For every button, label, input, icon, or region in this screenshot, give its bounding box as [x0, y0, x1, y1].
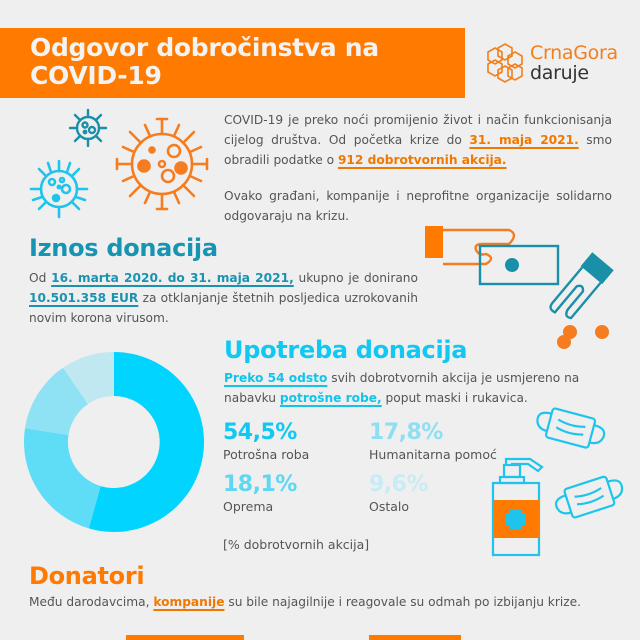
- donut-segment-ostalo: [63, 351, 114, 404]
- hands-money-icon: [425, 226, 614, 339]
- highlight-companies: kompanije: [153, 595, 225, 609]
- highlight-actions-count: 912 dobrotvornih akcija.: [337, 153, 507, 167]
- face-mask-icon: [536, 407, 606, 449]
- highlight-consumables: potrošne robe,: [279, 391, 382, 405]
- bar-chart-bar: [369, 635, 461, 640]
- chart-unit-note: [% dobrotvornih akcija]: [223, 537, 370, 552]
- stat-ostalo: 9,6% Ostalo: [369, 472, 429, 514]
- title-line-2: COVID-19: [30, 61, 162, 90]
- logo-text-crnagora: CrnaGora: [530, 42, 618, 64]
- face-mask-icon: [554, 475, 624, 519]
- hand-sanitizer-icon: [491, 457, 544, 557]
- intro-paragraph-2: Ovako građani, kompanije i neprofitne or…: [224, 189, 612, 223]
- highlight-total-amount: 10.501.358 EUR: [29, 291, 139, 305]
- section-heading-iznos: Iznos donacija: [29, 234, 218, 262]
- donut-segment-potrosna-roba: [88, 352, 205, 532]
- stat-potrosna-roba: 54,5% Potrošna roba: [223, 420, 310, 462]
- title-line-1: Odgovor dobročinstva na: [30, 33, 379, 62]
- iznos-paragraph: Od 16. marta 2020. do 31. maja 2021, uku…: [29, 271, 418, 325]
- hexagon-flower-logo-icon: [487, 43, 523, 83]
- logo-text-daruje: daruje: [530, 62, 589, 84]
- page-title: Odgovor dobročinstva na COVID-19: [30, 34, 450, 90]
- donut-segment-humanitarna-pomoc: [25, 367, 88, 435]
- bar-chart-bar: [126, 635, 244, 640]
- stat-humanitarna-pomoc: 17,8% Humanitarna pomoć: [369, 420, 497, 462]
- donatori-paragraph: Među darodavcima, kompanije su bile naja…: [29, 595, 582, 609]
- large-orange-virus-icon: [115, 117, 209, 211]
- highlight-percent: Preko 54 odsto: [224, 371, 328, 385]
- highlight-period: 16. marta 2020. do 31. maja 2021,: [51, 271, 294, 285]
- donut-chart: [23, 351, 205, 532]
- section-heading-upotreba: Upotreba donacija: [224, 336, 468, 364]
- title-banner: [0, 28, 465, 98]
- small-cyan-virus-icon: [29, 159, 89, 219]
- intro-paragraph: COVID-19 je preko noći promijenio život …: [224, 113, 612, 167]
- stat-oprema: 18,1% Oprema: [223, 472, 297, 514]
- upotreba-paragraph: Preko 54 odsto svih dobrotvornih akcija …: [224, 371, 580, 405]
- section-heading-donatori: Donatori: [29, 562, 145, 590]
- donut-segment-oprema: [23, 428, 101, 529]
- highlight-date: 31. maja 2021.: [469, 133, 579, 147]
- small-teal-virus-icon: [68, 108, 108, 148]
- orange-coin-icon: [557, 335, 571, 349]
